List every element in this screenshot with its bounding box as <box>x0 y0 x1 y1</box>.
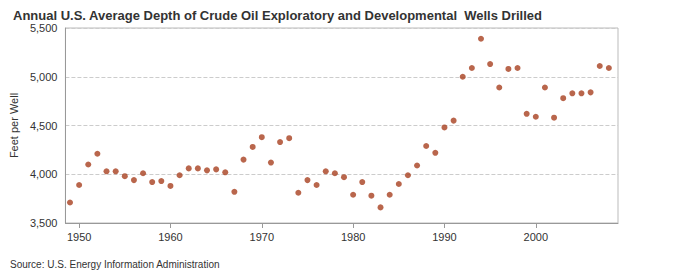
svg-text:1960: 1960 <box>158 231 182 243</box>
svg-text:5,500: 5,500 <box>30 22 58 34</box>
svg-text:4,000: 4,000 <box>30 168 58 180</box>
svg-text:2000: 2000 <box>524 231 548 243</box>
svg-text:1970: 1970 <box>250 231 274 243</box>
svg-text:5,000: 5,000 <box>30 71 58 83</box>
svg-text:1980: 1980 <box>341 231 365 243</box>
svg-text:Source: U.S. Energy Informatio: Source: U.S. Energy Information Administ… <box>10 259 220 270</box>
svg-text:Feet per Well: Feet per Well <box>8 93 20 158</box>
svg-text:3,500: 3,500 <box>30 217 58 229</box>
svg-text:1990: 1990 <box>432 231 456 243</box>
svg-text:4,500: 4,500 <box>30 120 58 132</box>
svg-text:1950: 1950 <box>67 231 91 243</box>
svg-text:Annual U.S. Average Depth of C: Annual U.S. Average Depth of Crude Oil E… <box>13 8 542 23</box>
